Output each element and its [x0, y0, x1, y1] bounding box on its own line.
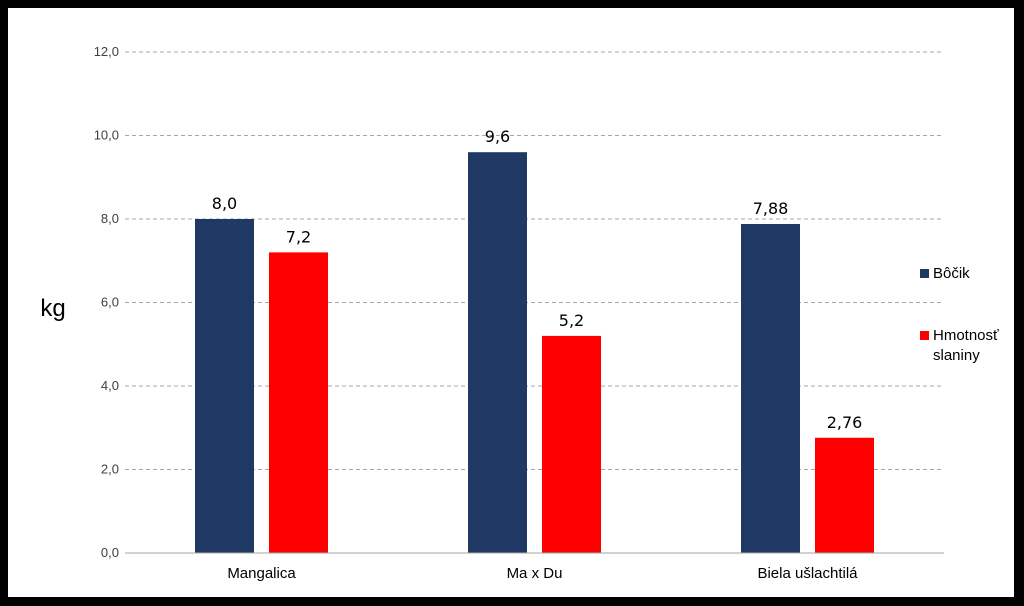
y-tick-label: 8,0	[101, 211, 119, 226]
bars	[195, 152, 874, 553]
data-label: 2,76	[827, 413, 863, 432]
legend-swatch	[920, 331, 929, 340]
data-label: 9,6	[485, 127, 510, 146]
legend: Bôčik Hmotnosť slaniny	[920, 265, 999, 364]
data-label: 7,2	[286, 227, 311, 246]
category-label: Biela ušlachtilá	[757, 565, 858, 582]
bar	[468, 152, 527, 553]
y-tick-label: 2,0	[101, 462, 119, 477]
y-tick-label: 0,0	[101, 545, 119, 560]
bar	[542, 335, 601, 553]
bar	[741, 224, 800, 553]
data-label: 7,88	[753, 199, 789, 218]
data-labels: 8,0 7,2 9,6 5,2 7,88 2,76	[212, 127, 863, 432]
legend-label: slaniny	[933, 347, 980, 364]
category-label: Ma x Du	[507, 565, 563, 582]
y-axis-label: kg	[40, 295, 65, 322]
bar-chart: 0,0 2,0 4,0 6,0 8,0 10,0 12,0 8,0 7,2 9,6 5,2 7,88…	[40, 44, 999, 582]
y-tick-label: 4,0	[101, 378, 119, 393]
legend-label: Hmotnosť	[933, 327, 999, 344]
y-tick-label: 12,0	[94, 44, 119, 59]
y-tick-label: 6,0	[101, 295, 119, 310]
bar	[195, 219, 254, 553]
data-label: 5,2	[559, 311, 584, 330]
category-label: Mangalica	[227, 565, 296, 582]
data-label: 8,0	[212, 194, 237, 213]
y-tick-label: 10,0	[94, 128, 119, 143]
bar	[815, 437, 874, 553]
legend-swatch	[920, 269, 929, 278]
x-axis-categories: Mangalica Ma x Du Biela ušlachtilá	[227, 565, 858, 582]
grid-lines	[125, 51, 944, 470]
chart-frame: 0,0 2,0 4,0 6,0 8,0 10,0 12,0 8,0 7,2 9,6 5,2 7,88…	[8, 8, 1014, 597]
bar	[269, 252, 328, 553]
legend-label: Bôčik	[933, 265, 970, 282]
y-axis-ticks: 0,0 2,0 4,0 6,0 8,0 10,0 12,0	[94, 44, 119, 560]
